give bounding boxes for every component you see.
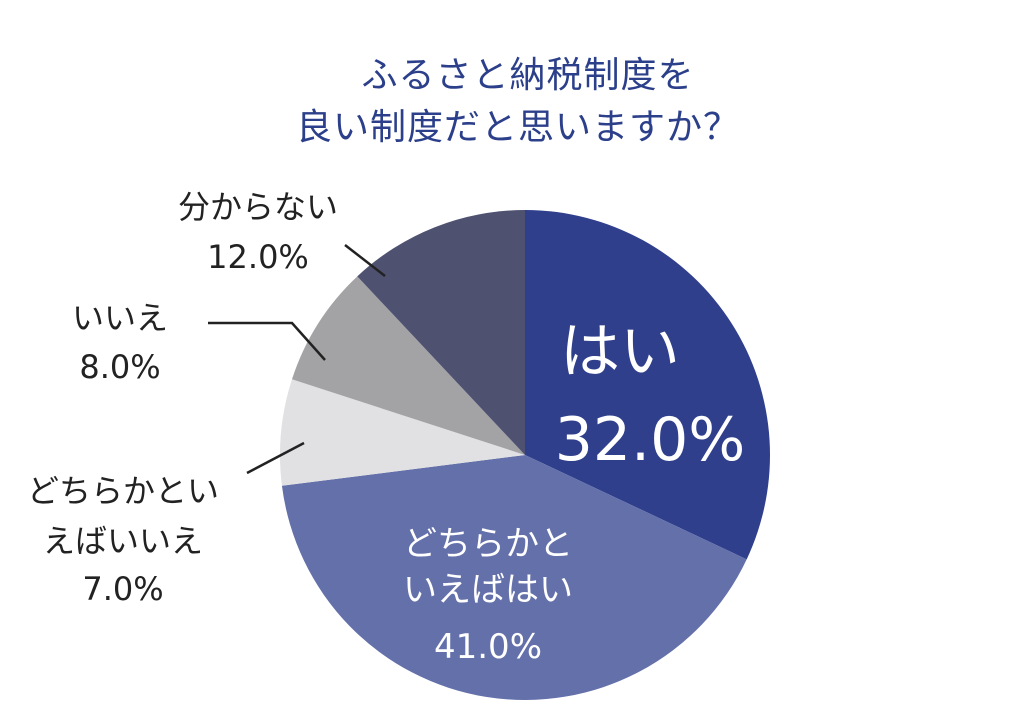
chart-title-line-1: ふるさと納税制度を xyxy=(361,55,695,96)
slice-label-hai: はい xyxy=(560,317,680,387)
pie-slice-3 xyxy=(291,276,525,455)
pie-slice-4 xyxy=(357,210,525,455)
pie-slice-2 xyxy=(279,379,525,486)
slice-value-dochiraka-hai: 41.0% xyxy=(434,627,542,667)
pie-slice-1 xyxy=(281,455,747,700)
slice-value-wakaranai: 12.0% xyxy=(207,238,309,276)
slice-label-iie: いいえ xyxy=(72,299,168,337)
slice-label-wakaranai: 分からない xyxy=(178,188,338,226)
slice-label-dochiraka-iie: どちらかといえばいいえ xyxy=(27,472,219,560)
leader-line-dochiraka-iie xyxy=(246,441,305,475)
pie-slice-0 xyxy=(525,210,770,560)
slice-value-iie: 8.0% xyxy=(79,348,160,386)
leader-line-wakaranai xyxy=(344,244,386,277)
slice-value-dochiraka-iie: 7.0% xyxy=(82,570,163,608)
slice-value-hai: 32.0% xyxy=(555,405,746,475)
leader-line-iie xyxy=(208,321,326,361)
chart-title-line-2: 良い制度だと思いますか？ xyxy=(295,107,740,148)
slice-label-dochiraka-hai: どちらかといえばはい xyxy=(403,524,573,610)
